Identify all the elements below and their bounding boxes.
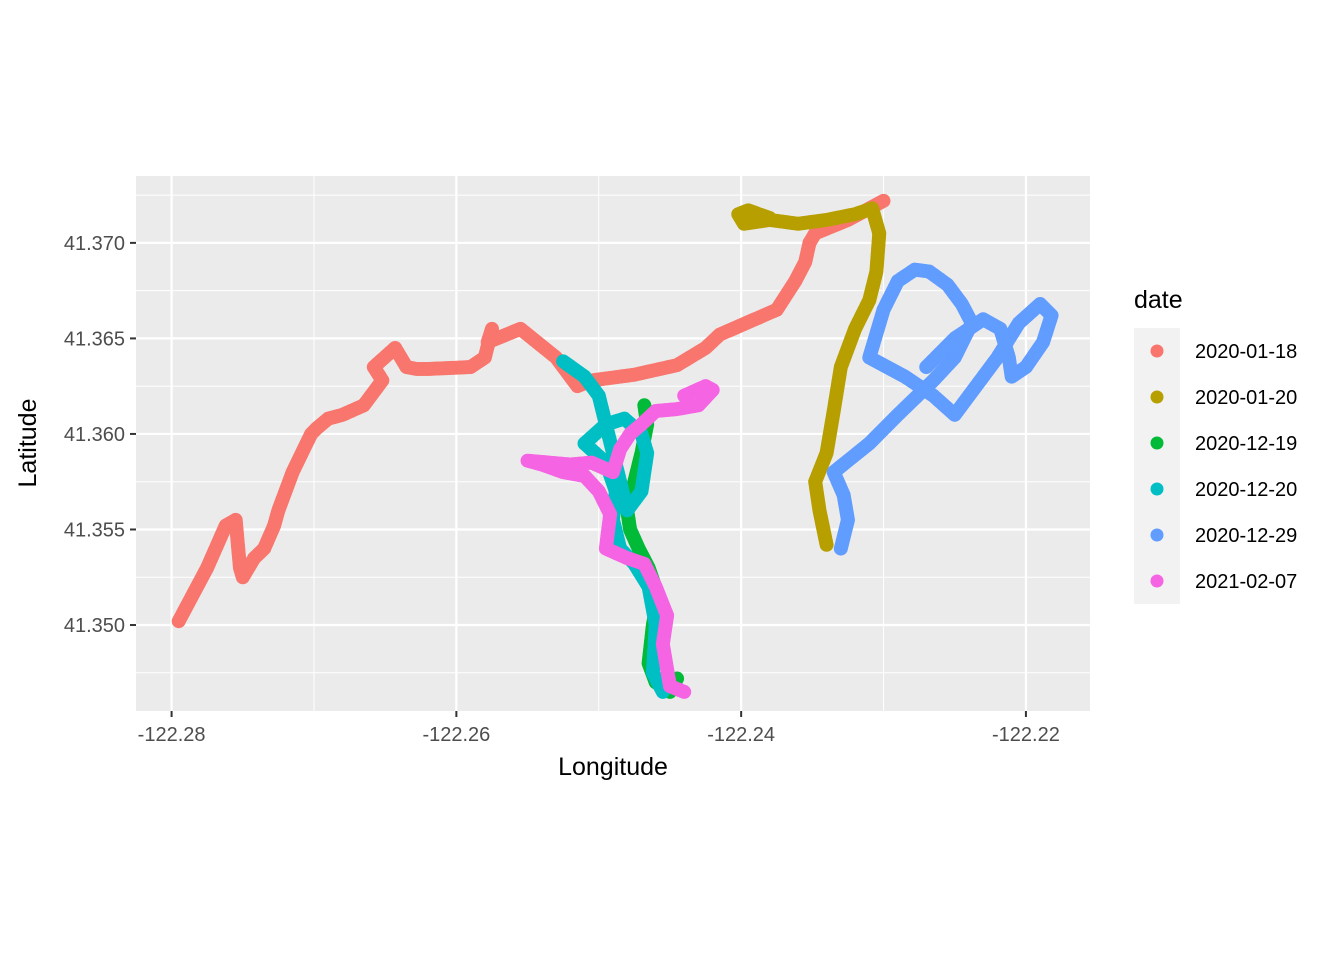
legend-label: 2020-12-29 bbox=[1195, 525, 1297, 547]
x-axis-title: Longitude bbox=[558, 753, 668, 781]
x-tick-label: -122.28 bbox=[138, 724, 206, 746]
legend-label: 2020-01-18 bbox=[1195, 341, 1297, 363]
legend-label: 2021-02-07 bbox=[1195, 571, 1297, 593]
y-axis-title: Latitude bbox=[14, 399, 42, 488]
legend-key bbox=[1150, 344, 1164, 358]
y-tick-label: 41.360 bbox=[64, 424, 125, 446]
y-tick-label: 41.370 bbox=[64, 233, 125, 255]
legend-label: 2020-12-19 bbox=[1195, 433, 1297, 455]
legend-key bbox=[1150, 574, 1164, 588]
data-point bbox=[919, 360, 934, 375]
legend: date 2020-01-182020-01-202020-12-192020-… bbox=[1134, 286, 1297, 604]
legend-key bbox=[1150, 390, 1164, 404]
legend-title: date bbox=[1134, 286, 1183, 314]
series-2020-01-18 bbox=[171, 193, 891, 629]
x-axis: -122.28 -122.26 -122.24 -122.22 bbox=[138, 711, 1060, 746]
legend-label: 2020-12-20 bbox=[1195, 479, 1297, 501]
legend-items: 2020-01-18 2020-01-20 2020-12-19 2020-12-20… bbox=[1150, 341, 1297, 593]
legend-key bbox=[1150, 482, 1164, 496]
y-tick-label: 41.350 bbox=[64, 615, 125, 637]
data-point bbox=[762, 211, 777, 226]
legend-key bbox=[1150, 436, 1164, 450]
series-layer bbox=[171, 193, 1059, 699]
data-point bbox=[876, 193, 891, 208]
series-2021-02-07 bbox=[520, 379, 720, 699]
data-point bbox=[637, 398, 652, 413]
data-point bbox=[556, 354, 571, 369]
y-axis: 41.350 41.355 41.360 41.365 41.370 bbox=[64, 233, 136, 637]
data-point bbox=[677, 388, 692, 403]
x-tick-label: -122.26 bbox=[422, 724, 490, 746]
legend-key-background bbox=[1134, 328, 1180, 604]
series-2020-12-29 bbox=[826, 262, 1059, 556]
y-tick-label: 41.365 bbox=[64, 328, 125, 350]
series-2020-01-20 bbox=[731, 201, 887, 552]
x-tick-label: -122.24 bbox=[707, 724, 775, 746]
legend-label: 2020-01-20 bbox=[1195, 387, 1297, 409]
legend-key bbox=[1150, 528, 1164, 542]
y-tick-label: 41.355 bbox=[64, 519, 125, 541]
x-tick-label: -122.22 bbox=[992, 724, 1060, 746]
